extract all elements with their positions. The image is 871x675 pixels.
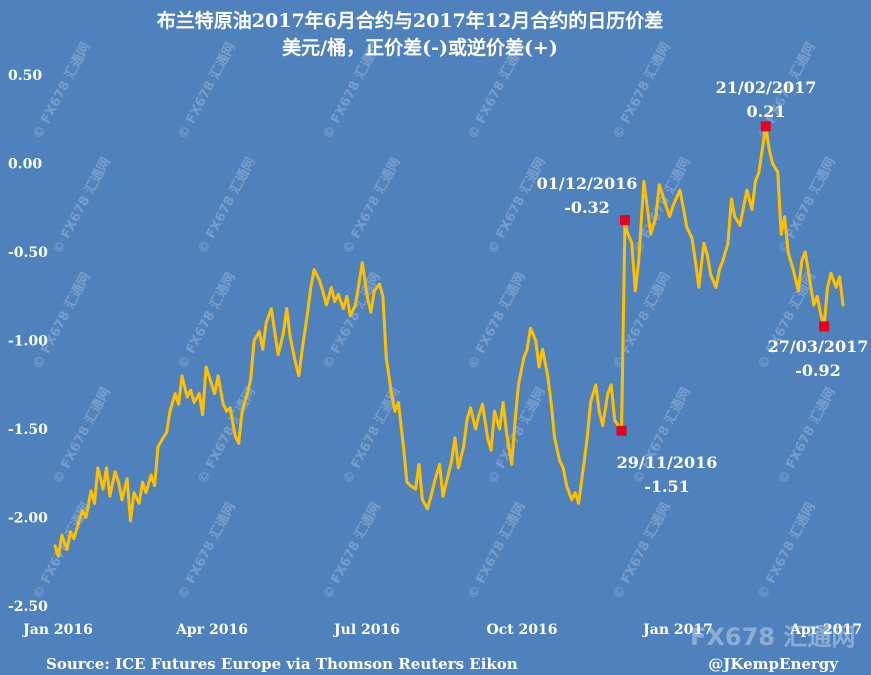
annotation-date: 01/12/2016 <box>537 174 638 193</box>
annotation-marker <box>616 425 627 436</box>
annotation-value: -0.92 <box>795 361 841 380</box>
annotations: 29/11/2016 -1.51 01/12/2016 -0.32 21/02/2017… <box>537 78 869 496</box>
annotation-date: 27/03/2017 <box>768 337 869 356</box>
y-tick-label: 0.00 <box>8 157 42 173</box>
y-tick-label: -1.00 <box>8 334 48 350</box>
y-axis: 0.50 0.00 -0.50 -1.00 -1.50 -2.00 -2.50 <box>8 68 48 615</box>
chart-title: 布兰特原油2017年6月合约与2017年12月合约的日历价差 <box>157 9 663 32</box>
x-tick-label: Apr 2017 <box>789 622 862 638</box>
series-line <box>53 124 845 558</box>
y-tick-label: -2.50 <box>8 599 48 615</box>
annotation-date: 21/02/2017 <box>716 78 817 97</box>
x-tick-label: Jan 2017 <box>641 622 713 638</box>
watermark-logo: FX678 汇通网 <box>690 623 855 651</box>
chart-subtitle: 美元/桶，正价差(-)或逆价差(+) <box>282 36 558 59</box>
annotation-marker <box>819 321 830 332</box>
x-tick-label: Jan 2016 <box>21 622 93 638</box>
x-tick-label: Jul 2016 <box>332 622 400 638</box>
annotation-value: -0.32 <box>564 198 610 217</box>
annotation-date: 29/11/2016 <box>617 453 718 472</box>
x-tick-label: Apr 2016 <box>175 622 248 638</box>
x-axis: Jan 2016 Apr 2016 Jul 2016 Oct 2016 Jan 2017… <box>21 622 862 638</box>
y-tick-label: -1.50 <box>8 422 48 438</box>
annotation-marker <box>760 121 771 132</box>
y-tick-label: 0.50 <box>8 68 42 84</box>
x-tick-label: Oct 2016 <box>486 622 557 638</box>
author-credit: @JKempEnergy <box>708 655 839 673</box>
annotation-value: 0.21 <box>747 102 786 121</box>
y-tick-label: -0.50 <box>8 245 48 261</box>
source-note: Source: ICE Futures Europe via Thomson R… <box>46 655 518 673</box>
annotation-value: -1.51 <box>644 477 690 496</box>
annotation-marker <box>619 215 630 226</box>
y-tick-label: -2.00 <box>8 511 48 527</box>
